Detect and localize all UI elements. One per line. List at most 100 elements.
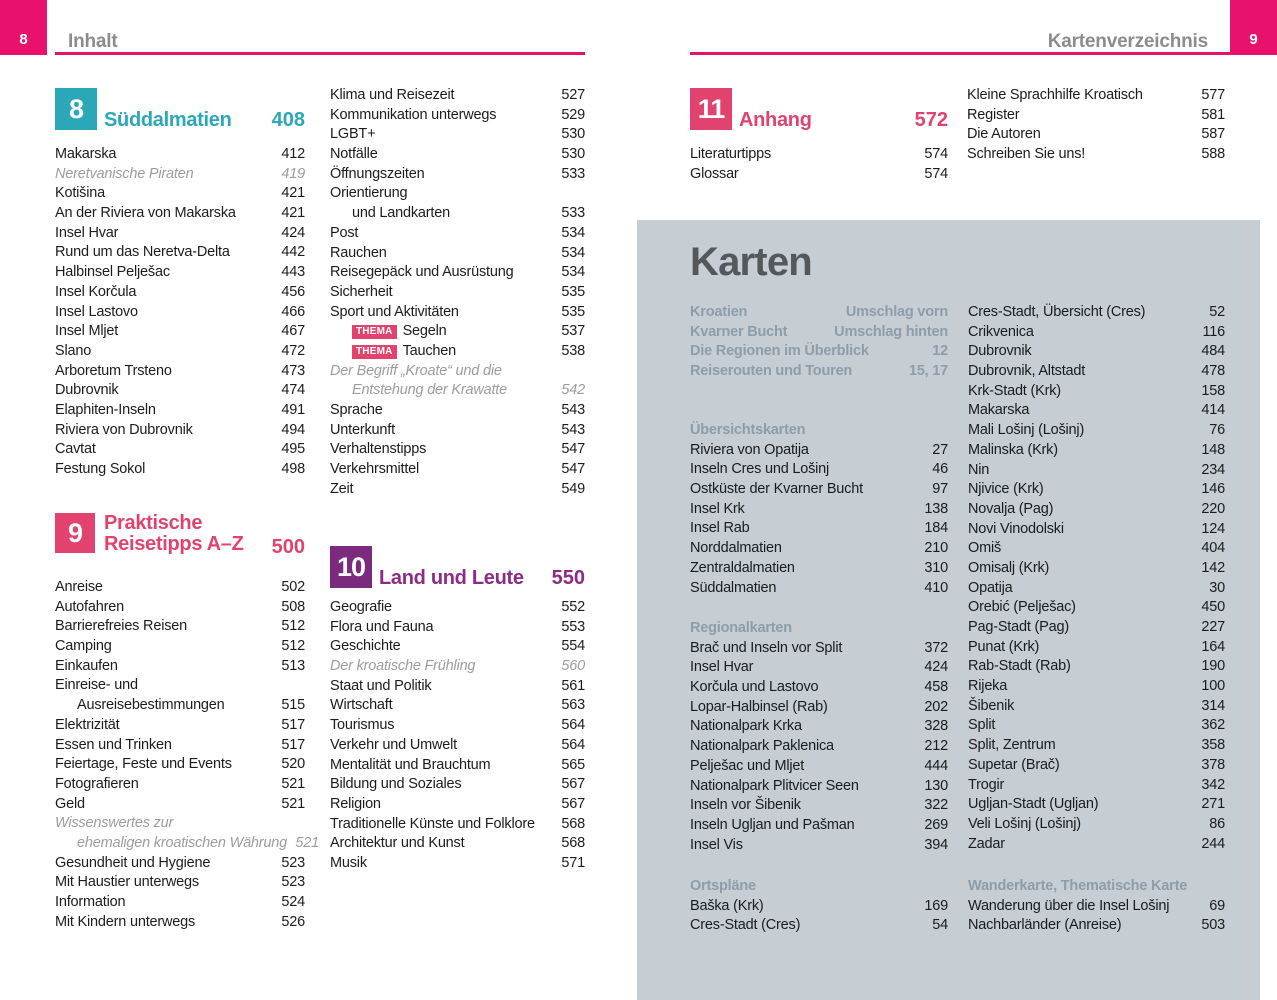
page-number-right: 9 [1249,31,1258,48]
entry-page: 467 [281,323,305,340]
toc-entry: Zentraldalmatien 310 [690,559,948,579]
section-regionalkarten: Regionalkarten Brač und Inseln vor Split… [690,619,948,855]
entry-page: 30 [1209,579,1225,596]
entry-label: Trogir [968,776,1005,793]
toc-entry: Ostküste der Kvarner Bucht 97 [690,480,948,500]
entry-label: Glossar [690,165,739,182]
toc-entry: Einreise- und Ausreisebestimmungen 515 [55,676,305,715]
entry-label: Reiserouten und Touren [690,363,853,380]
toc-entry: Insel Lastovo 466 [55,303,305,323]
entry-label: Mit Kindern unterwegs [55,913,196,930]
entry-page: 210 [924,540,948,557]
entry-page: 220 [1201,500,1225,517]
section-entry-list: Brač und Inseln vor Split 372 Insel Hvar 42… [690,639,948,856]
toc-entry: Lopar-Halbinsel (Rab) 202 [690,698,948,718]
section-wanderkarte: Wanderkarte, Thematische Karte Wanderung… [968,877,1225,936]
toc-entry: Cres-Stadt (Cres) 54 [690,916,948,936]
entry-label: Einkaufen [55,657,118,674]
toc-entry: Tourismus 564 [330,716,585,736]
entry-label: LGBT+ [330,126,376,143]
toc-entry: Malinska (Krk) 148 [968,441,1225,461]
entry-label: Literaturtipps [690,146,772,162]
entry-label: Fotografieren [55,775,139,792]
toc-entry: Rund um das Neretva-Delta 442 [55,243,305,263]
toc-entry: Fotografieren 521 [55,775,305,795]
toc-entry: Kroatien Umschlag vorn [690,303,948,323]
karten-front-list: Kroatien Umschlag vorn Kvarner Bucht Umschl… [690,303,948,382]
entry-label: Makarska [55,146,117,162]
entry-page: 564 [561,736,585,753]
entry-label: Insel Hvar [55,224,119,241]
entry-page: Umschlag hinten [834,323,948,340]
toc-entry: Novi Vinodolski 124 [968,520,1225,540]
entry-page: 588 [1201,146,1225,163]
chapter11-header: 11 Anhang 572 [690,88,948,131]
entry-page: 517 [281,716,305,733]
toc-entry: Gesundheit und Hygiene 523 [55,854,305,874]
toc-entry: Geografie 552 [330,598,585,618]
entry-page: 269 [924,816,948,833]
entry-label: Zeit [330,480,354,497]
entry-page: 534 [561,244,585,261]
toc-entry: Geld 521 [55,795,305,815]
toc-entry: Omisalj (Krk) 142 [968,559,1225,579]
entry-label: Verhaltenstipps [330,441,427,458]
entry-page: 443 [281,264,305,281]
toc-entry: Kotišina 421 [55,184,305,204]
entry-label: Schreiben Sie uns! [967,146,1086,163]
entry-page: 515 [281,697,305,714]
entry-label: Opatija [968,579,1013,596]
chapter8-number: 8 [68,93,84,124]
toc-entry: Mentalität und Brauchtum 565 [330,756,585,776]
page-number-corner-left: 8 [0,0,47,55]
toc-entry: Orientierung und Landkarten 533 [330,184,585,223]
entry-page: 450 [1201,599,1225,616]
toc-entry: Baška (Krk) 169 [690,897,948,917]
entry-label: Novi Vinodolski [968,520,1064,537]
entry-label: Dubrovnik, Altstadt [968,363,1086,380]
entry-label: Arboretum Trsteno [55,362,172,379]
toc-entry: Arboretum Trsteno 473 [55,362,305,382]
toc-entry: Verkehr und Umwelt 564 [330,736,585,756]
entry-page: 535 [561,283,585,300]
entry-label: Rab-Stadt (Rab) [968,658,1071,675]
entry-label: Split, Zentrum [968,737,1056,754]
entry-page: 494 [281,421,305,438]
toc-entry: Norddalmatien 210 [690,539,948,559]
entry-page: 521 [281,795,305,812]
toc-entry: Verkehrsmittel 547 [330,460,585,480]
entry-label: Die Regionen im Überblick [690,343,869,360]
section-heading: Ortspläne [690,878,756,894]
entry-page: 565 [561,756,585,773]
toc-entry: Information 524 [55,893,305,913]
entry-label: Kroatien [690,304,748,320]
toc-entry: Reisegepäck und Ausrüstung 534 [330,263,585,283]
entry-label: Riviera von Opatija [690,441,809,458]
entry-label: Nationalpark Krka [690,718,802,735]
toc-entry: Autofahren 508 [55,598,305,618]
toc-entry: Cavtat 495 [55,440,305,460]
toc-entry: Insel Krk 138 [690,500,948,520]
toc-entry: Register 581 [967,106,1225,126]
toc-entry: Opatija 30 [968,579,1225,599]
entry-label: Neretvanische Piraten [55,165,194,182]
entry-page: 517 [281,736,305,753]
toc-entry: Sport und Aktivitäten 535 [330,303,585,323]
toc-entry: Ugljan-Stadt (Ugljan) 271 [968,795,1225,815]
entry-page: 394 [924,836,948,853]
entry-label: Barrierefreies Reisen [55,618,187,635]
toc-entry: Mali Lošinj (Lošinj) 76 [968,421,1225,441]
chapter9-number-box: 9 [55,513,95,553]
entry-page: 563 [561,697,585,714]
entry-page: 212 [924,738,948,755]
chapter8-page: 408 [271,109,305,131]
toc-entry: Glossar 574 [690,165,948,185]
entry-label: Bildung und Soziales [330,776,462,793]
section-entry-list: Baška (Krk) 169 Cres-Stadt (Cres) 54 [690,897,948,936]
toc-entry: Insel Mljet 467 [55,322,305,342]
entry-label: Ugljan-Stadt (Ugljan) [968,796,1099,813]
entry-label: Njivice (Krk) [968,481,1044,498]
entry-label: Traditionelle Künste und Folklore [330,815,535,832]
entry-label: Tourismus [330,717,395,734]
entry-page: 472 [281,342,305,359]
